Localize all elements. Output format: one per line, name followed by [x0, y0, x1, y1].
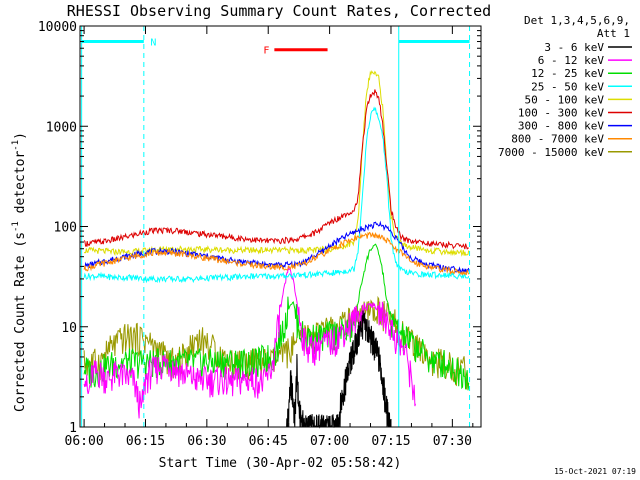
series-line-1	[83, 265, 416, 419]
series-line-6	[84, 220, 470, 274]
x-axis-label: Start Time (30-Apr-02 05:58:42)	[159, 456, 402, 471]
axis-layer: 06:00 06:15 06:30 06:45 07:00 07:15 07:30 1 10 10…	[38, 20, 481, 449]
y-tick-label-0: 1	[69, 421, 77, 436]
y-tick-label-2: 100	[54, 221, 77, 236]
series-line-0	[286, 310, 392, 429]
x-tick-label-4: 07:00	[310, 434, 349, 449]
chart-title: RHESSI Observing Summary Count Rates, Co…	[67, 2, 491, 20]
y-axis-label: Corrected Count Rate (s-1 detector-1)	[11, 132, 28, 412]
legend-label-2: 12 - 25 keV	[531, 67, 604, 80]
legend-label-0: 3 - 6 keV	[544, 41, 604, 54]
legend-label-3: 25 - 50 keV	[531, 80, 604, 93]
interval-label-0: N	[150, 38, 156, 49]
x-tick-label-0: 06:00	[65, 434, 104, 449]
x-tick-label-1: 06:15	[126, 434, 165, 449]
y-tick-label-3: 1000	[46, 120, 77, 135]
legend-label-5: 100 - 300 keV	[518, 107, 604, 120]
legend-label-4: 50 - 100 keV	[525, 93, 605, 106]
interval-label-2: F	[263, 46, 269, 57]
series-line-7	[83, 231, 470, 276]
x-tick-label-6: 07:30	[433, 434, 472, 449]
series-line-3	[83, 106, 470, 284]
x-tick-label-5: 07:15	[371, 434, 410, 449]
legend-header-line-1: Det 1,3,4,5,6,9,	[524, 14, 630, 27]
legend-label-8: 7000 - 15000 keV	[498, 146, 604, 159]
x-tick-label-3: 06:45	[249, 434, 288, 449]
legend-label-6: 300 - 800 keV	[518, 120, 604, 133]
legend-header-line-2: Att 1	[597, 27, 630, 40]
y-tick-label-4: 10000	[38, 20, 77, 35]
series-line-5	[83, 89, 469, 250]
series-layer	[83, 70, 470, 429]
timestamp: 15-Oct-2021 07:19	[554, 467, 636, 476]
legend-label-7: 800 - 7000 keV	[511, 133, 604, 146]
x-tick-label-2: 06:30	[187, 434, 226, 449]
legend-label-1: 6 - 12 keV	[538, 54, 605, 67]
y-tick-label-1: 10	[61, 321, 77, 336]
